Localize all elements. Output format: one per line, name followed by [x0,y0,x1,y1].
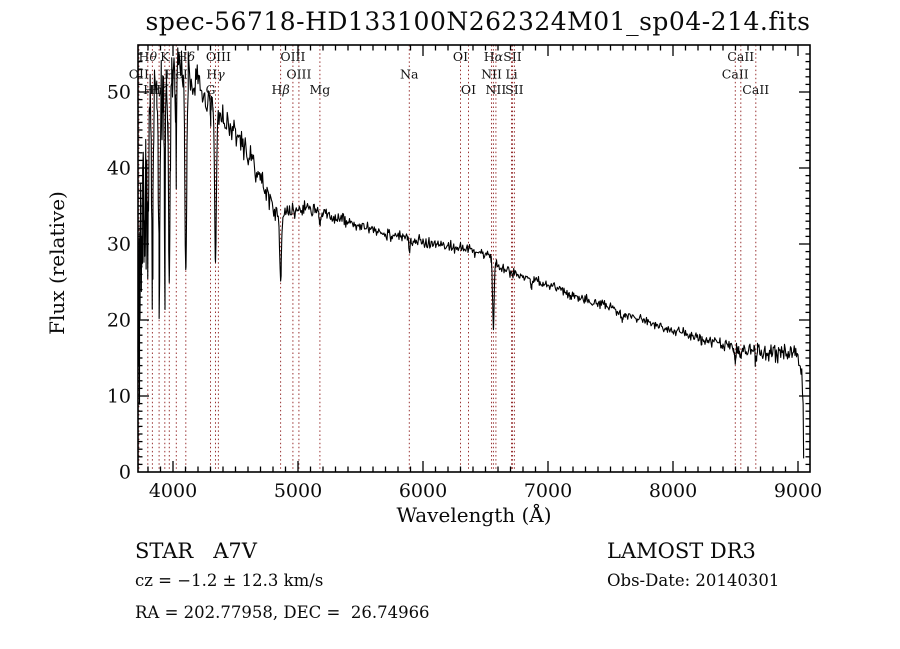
radial-velocity-label: cz = −1.2 ± 12.3 km/s [135,571,324,590]
x-tick-label: 8000 [649,480,697,502]
spectrum-trace [137,47,805,459]
spectral-line-label: Hγ [206,67,225,82]
x-axis-label: Wavelength (Å) [396,503,552,527]
spectral-line-label: OII [129,67,149,82]
spectral-line-label: OI [453,49,468,64]
ra-dec-label: RA = 202.77958, DEC = 26.74966 [135,603,430,622]
spectral-line-label: OI [461,82,476,97]
y-tick-label: 20 [107,310,131,332]
x-tick-label: 5000 [274,480,322,502]
x-tick-label: 9000 [774,480,822,502]
y-tick-label: 10 [107,386,131,408]
plot-frame [137,44,811,473]
axis-ticks [138,45,810,472]
spectral-line-label: Li [505,67,517,82]
spectral-line-label: Hα [484,49,504,64]
spectral-line-label: SII [503,49,522,64]
spectral-line-label: NII [481,67,502,82]
spectral-line-label: CaII [742,82,769,97]
spectral-line-markers [138,45,757,471]
spectral-line-label: SII [505,82,524,97]
spectral-line-label: CaII [727,49,754,64]
x-tick-label: 6000 [399,480,447,502]
spectral-line-label: OIII [286,67,311,82]
spectral-line-label: Mg [309,82,330,97]
x-tick-label: 7000 [524,480,572,502]
spectral-line-label: NII [485,82,506,97]
spectral-line-label: OIII [206,49,231,64]
spectral-line-label: G [206,82,216,97]
spectral-line-label: Hη [143,82,162,97]
y-tick-label: 30 [107,234,131,256]
spectral-line-labels: OIIHθHηHζKHHeIHδGHγOIIIHβOIIIOIIIMgNaOIO… [129,49,769,97]
spectral-line-label: Hβ [272,82,290,97]
spectral-line-label: H [164,67,175,82]
y-tick-label: 0 [119,462,131,484]
x-tick-label: 4000 [149,480,197,502]
x-tick-labels: 4000 5000 6000 7000 8000 9000 [149,480,822,502]
spectral-line-label: Hθ [139,49,158,64]
y-tick-label: 50 [107,82,131,104]
object-class-label: STAR A7V [135,539,257,563]
obs-date-label: Obs-Date: 20140301 [607,571,780,590]
spectral-line-label: CaII [722,67,749,82]
y-tick-label: 40 [107,158,131,180]
y-axis-label: Flux (relative) [45,191,69,335]
page-title: spec-56718-HD133100N262324M01_sp04-214.f… [145,7,811,36]
spectral-line-label: Na [400,67,419,82]
survey-release-label: LAMOST DR3 [607,539,756,563]
spectral-line-label: OIII [280,49,305,64]
y-tick-labels: 0 10 20 30 40 50 [107,82,131,484]
spectral-line-label: HeI [165,67,188,82]
spectral-line-label: K [160,49,170,64]
